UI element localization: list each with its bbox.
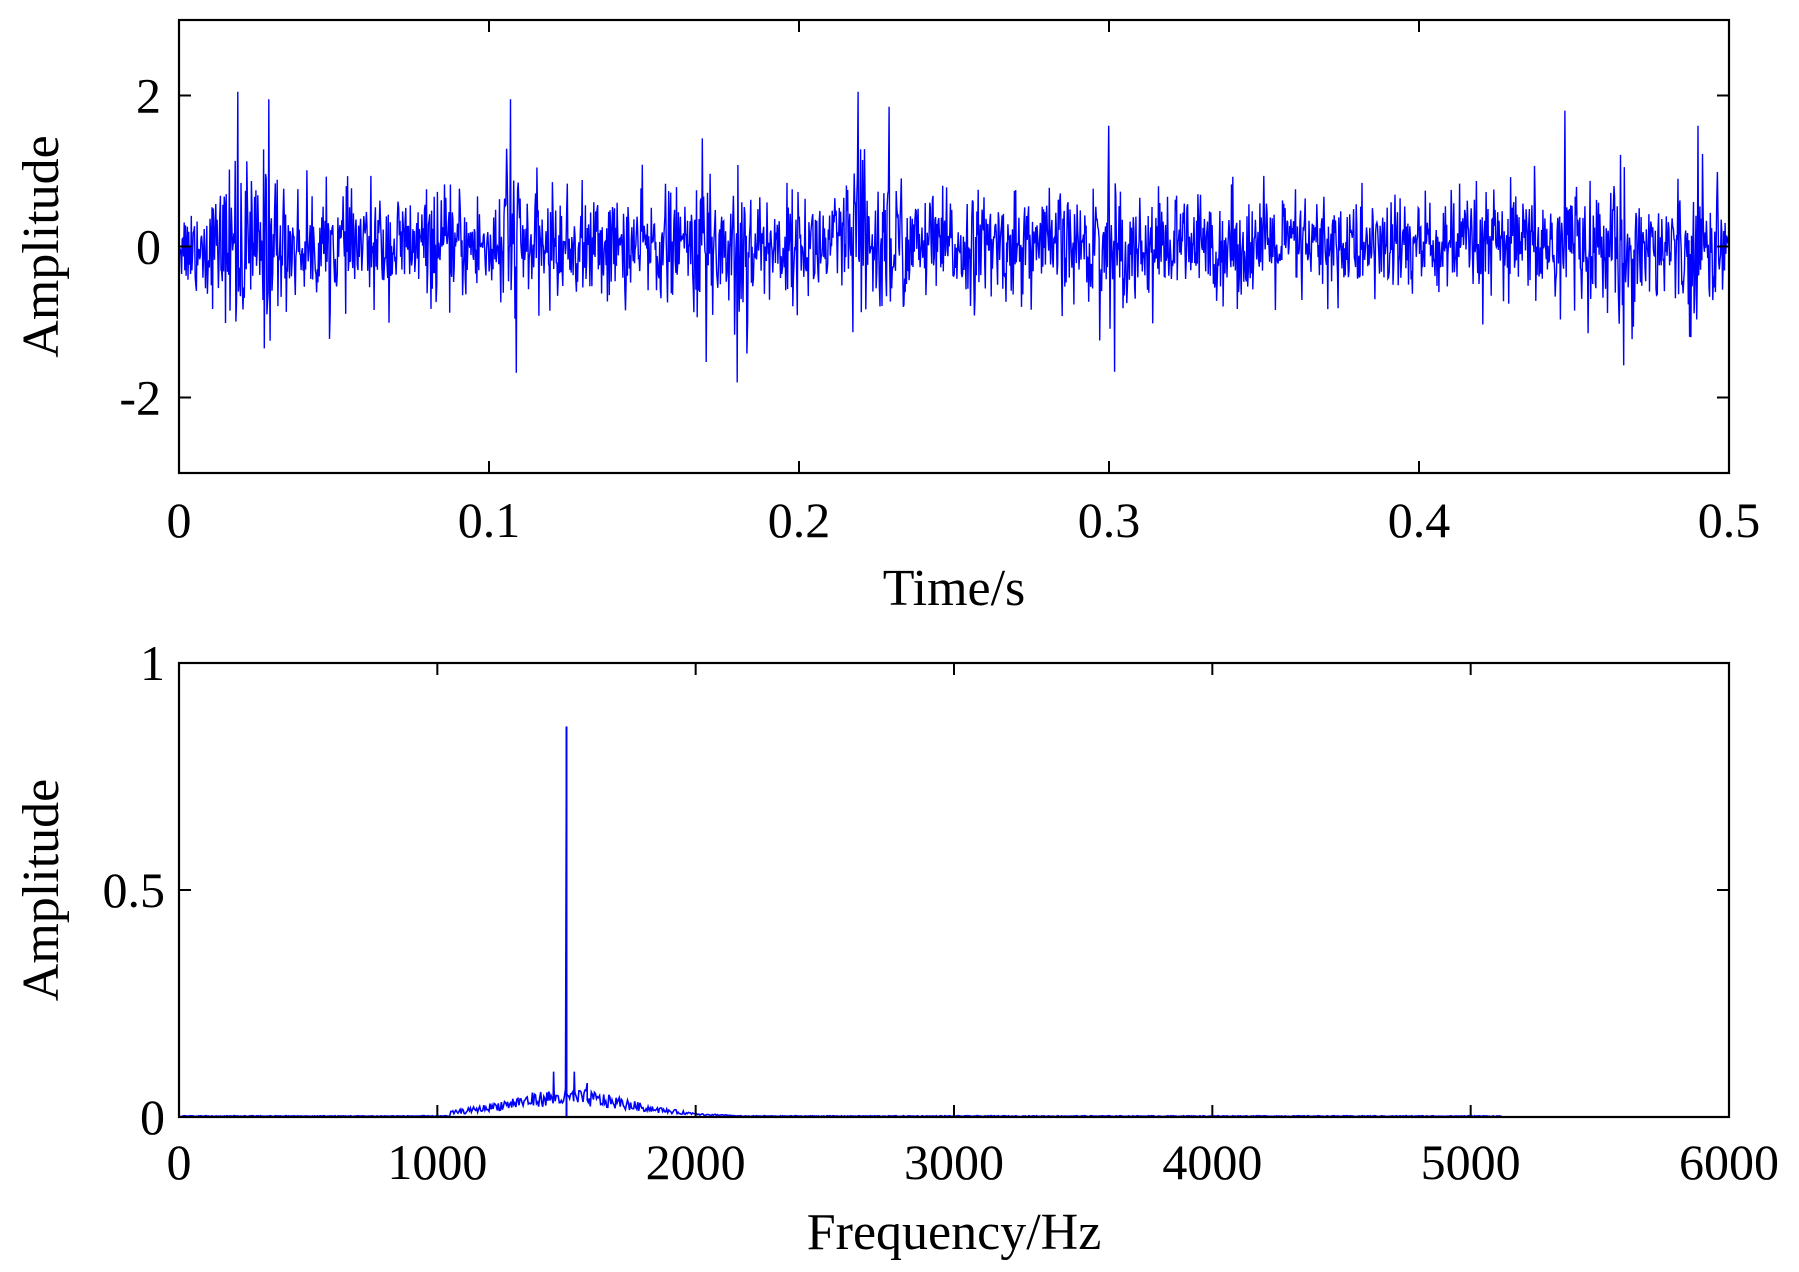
- y-tick: 0: [140, 1089, 1729, 1145]
- y-tick: 0: [136, 219, 1729, 275]
- y-tick-label: 0: [140, 1089, 165, 1145]
- spectrum-y-axis-label: Amplitude: [13, 779, 70, 1001]
- x-tick-label: 6000: [1679, 1134, 1779, 1190]
- y-tick: 0.5: [103, 862, 1729, 918]
- x-tick-label: 2000: [646, 1134, 746, 1190]
- x-tick: 0.3: [1078, 20, 1141, 548]
- x-tick-label: 1000: [387, 1134, 487, 1190]
- x-tick-label: 0: [167, 1134, 192, 1190]
- spectrum-plot-frame: [177, 661, 1731, 1119]
- x-tick-label: 0.3: [1078, 492, 1141, 548]
- x-tick: 0: [167, 663, 192, 1190]
- y-tick: 2: [136, 68, 1729, 124]
- x-tick-label: 5000: [1421, 1134, 1521, 1190]
- x-tick-label: 0.1: [458, 492, 521, 548]
- time-x-axis-label: Time/s: [883, 560, 1026, 617]
- y-tick-label: 0: [136, 219, 161, 275]
- y-tick-label: 2: [136, 68, 161, 124]
- y-tick: -2: [119, 370, 1729, 426]
- y-tick: 1: [140, 635, 1729, 691]
- x-tick: 0: [167, 20, 192, 548]
- y-tick-label: 0.5: [103, 862, 166, 918]
- time-signal-series: [178, 91, 1730, 383]
- x-tick: 0.5: [1698, 20, 1761, 548]
- time-y-axis-label: Amplitude: [13, 135, 70, 357]
- y-tick-label: -2: [119, 370, 161, 426]
- x-tick-label: 0.2: [768, 492, 831, 548]
- x-tick-label: 4000: [1162, 1134, 1262, 1190]
- x-tick: 0.2: [768, 20, 831, 548]
- frequency-spectrum-plot: 0 1000 2000 3000 4000 5000 6000 0 0.5 1 Frequency…: [13, 635, 1779, 1261]
- spectrum-series: [178, 726, 1502, 1118]
- spectrum-x-axis-label: Frequency/Hz: [807, 1204, 1102, 1261]
- x-tick: 6000: [1679, 663, 1779, 1190]
- x-tick-label: 0: [167, 492, 192, 548]
- x-tick: 3000: [904, 663, 1004, 1190]
- x-tick: 5000: [1421, 663, 1521, 1190]
- x-tick: 0.1: [458, 20, 521, 548]
- x-tick-label: 0.5: [1698, 492, 1761, 548]
- y-tick-label: 1: [140, 635, 165, 691]
- time-signal-line: [178, 91, 1730, 383]
- spectrum-plot-ticks: 0 1000 2000 3000 4000 5000 6000 0 0.5 1: [103, 635, 1780, 1190]
- time-plot-ticks: 0 0.1 0.2 0.3 0.4 0.5 -2 0 2: [119, 20, 1760, 548]
- spectrum-line: [178, 726, 1502, 1118]
- x-tick: 2000: [646, 663, 746, 1190]
- time-domain-plot: 0 0.1 0.2 0.3 0.4 0.5 -2 0 2 Time/s Amplitude: [13, 18, 1760, 617]
- x-tick: 0.4: [1388, 20, 1451, 548]
- x-tick: 4000: [1162, 663, 1262, 1190]
- x-tick: 1000: [387, 663, 487, 1190]
- x-tick-label: 3000: [904, 1134, 1004, 1190]
- x-tick-label: 0.4: [1388, 492, 1451, 548]
